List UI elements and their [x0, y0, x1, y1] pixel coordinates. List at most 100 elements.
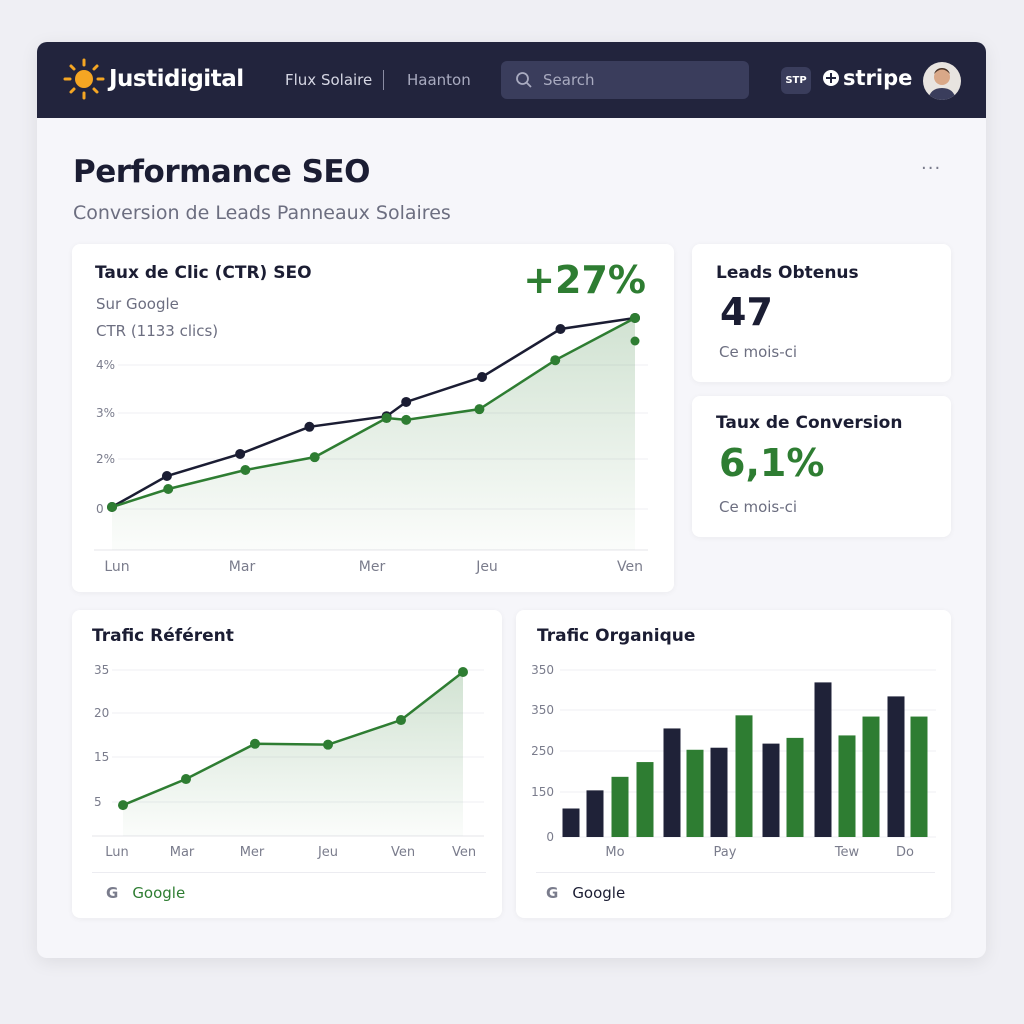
y-tick-label: 15	[94, 750, 109, 764]
conversion-value: 6,1%	[719, 441, 825, 485]
search-icon	[516, 72, 532, 88]
x-tick-label: Tew	[834, 845, 860, 860]
data-point	[630, 336, 640, 346]
data-point	[323, 739, 333, 750]
bar	[887, 696, 905, 837]
brand-name: Justidigital	[109, 66, 244, 92]
data-point	[161, 471, 172, 481]
x-tick-label: Ven	[391, 845, 415, 860]
data-point	[250, 738, 260, 749]
bar	[710, 747, 728, 837]
search-input[interactable]: Search	[501, 61, 749, 99]
data-point	[304, 421, 315, 432]
stp-badge[interactable]: STP	[781, 67, 811, 94]
stripe-logo[interactable]: stripe	[823, 66, 912, 90]
y-tick-label: 20	[94, 706, 109, 720]
x-tick-label: Ven	[452, 845, 476, 860]
y-tick-label: 35	[94, 663, 109, 677]
ctr-chart-card: 0 2% 3% 4% Lun Mar Mer Jeu Ven Taux de Clic (CTR…	[72, 244, 674, 592]
nav-flux-solaire[interactable]: Flux Solaire	[285, 71, 373, 89]
data-point	[550, 355, 561, 366]
brand-logo[interactable]: Justidigital	[63, 58, 244, 100]
conversion-label: Taux de Conversion	[716, 413, 903, 433]
data-point	[381, 413, 392, 424]
x-tick-label: Mer	[240, 845, 265, 860]
bar	[562, 808, 580, 837]
ctr-chart-subtitle: Sur Google	[96, 295, 179, 313]
source-google[interactable]: G Google	[546, 884, 625, 902]
x-tick-label: Do	[896, 845, 914, 860]
y-tick-label: 150	[531, 785, 554, 799]
card-divider	[536, 872, 935, 873]
nav-divider	[383, 70, 384, 90]
source-label: Google	[132, 884, 186, 902]
referral-traffic-card: 5 15 20 35 Lun Mar Mer Jeu Ven Ven Trafic Référen…	[72, 610, 502, 918]
source-label: Google	[572, 884, 626, 902]
x-tick-label: Mer	[359, 559, 386, 575]
leads-kpi-card: Leads Obtenus 47 Ce mois-ci	[692, 244, 951, 382]
x-tick-label: Ven	[617, 559, 643, 575]
x-tick-label: Jeu	[317, 845, 338, 860]
referral-area-fill	[123, 672, 463, 836]
more-options-button[interactable]: ···	[921, 158, 942, 179]
y-tick-label: 4%	[96, 358, 115, 372]
data-point	[555, 324, 566, 334]
data-point	[118, 800, 128, 811]
ctr-growth-badge: +27%	[523, 258, 646, 302]
x-tick-label: Lun	[105, 845, 129, 860]
x-tick-label: Jeu	[475, 559, 498, 575]
stripe-icon	[823, 70, 839, 86]
conversion-period: Ce mois-ci	[719, 498, 798, 516]
leads-period: Ce mois-ci	[719, 343, 798, 361]
y-tick-label: 0	[96, 502, 104, 516]
data-point	[107, 502, 117, 512]
data-point	[309, 452, 320, 463]
organic-chart-title: Trafic Organique	[537, 626, 696, 646]
bar	[686, 749, 704, 837]
x-tick-label: Lun	[104, 559, 129, 575]
y-tick-label: 5	[94, 795, 102, 809]
x-tick-label: Mar	[229, 559, 256, 575]
y-tick-label: 350	[531, 703, 554, 717]
google-icon: G	[106, 884, 119, 902]
nav-haanton[interactable]: Haanton	[407, 71, 471, 89]
bar	[786, 737, 804, 837]
data-point	[477, 372, 488, 382]
data-point	[401, 396, 412, 407]
y-tick-label: 3%	[96, 406, 115, 420]
x-tick-label: Mar	[170, 845, 195, 860]
bar	[814, 682, 832, 837]
search-placeholder: Search	[543, 71, 595, 89]
y-tick-label: 350	[531, 663, 554, 677]
ctr-area-fill	[112, 317, 635, 550]
bar	[611, 776, 629, 837]
data-point	[396, 715, 406, 726]
sun-icon	[63, 58, 105, 100]
data-point	[630, 312, 640, 323]
google-icon: G	[546, 884, 559, 902]
organic-bar-chart: 0 150 250 350 350 Mo Pay Tew Do	[531, 663, 936, 860]
organic-traffic-card: 0 150 250 350 350 Mo Pay Tew Do Trafic Organique…	[516, 610, 951, 918]
ctr-chart-caption: CTR (1133 clics)	[96, 322, 219, 340]
data-point	[474, 404, 485, 415]
leads-label: Leads Obtenus	[716, 263, 859, 283]
y-tick-label: 2%	[96, 452, 115, 466]
data-point	[235, 448, 246, 459]
x-tick-label: Pay	[714, 845, 737, 860]
data-point	[163, 484, 174, 494]
ctr-line-chart: 0 2% 3% 4% Lun Mar Mer Jeu Ven	[94, 312, 648, 575]
y-tick-label: 0	[546, 830, 554, 844]
data-point	[240, 465, 251, 475]
data-point	[458, 667, 468, 678]
referral-line	[122, 671, 464, 807]
page-title: Performance SEO	[73, 154, 370, 190]
data-point	[181, 774, 191, 785]
source-google[interactable]: G Google	[106, 884, 185, 902]
referral-area-chart: 5 15 20 35 Lun Mar Mer Jeu Ven Ven	[92, 663, 484, 860]
avatar[interactable]	[923, 62, 961, 100]
bar	[586, 790, 604, 837]
y-tick-label: 250	[531, 744, 554, 758]
stripe-label: stripe	[843, 66, 913, 90]
bar	[735, 715, 753, 837]
ctr-chart-title: Taux de Clic (CTR) SEO	[95, 263, 312, 283]
